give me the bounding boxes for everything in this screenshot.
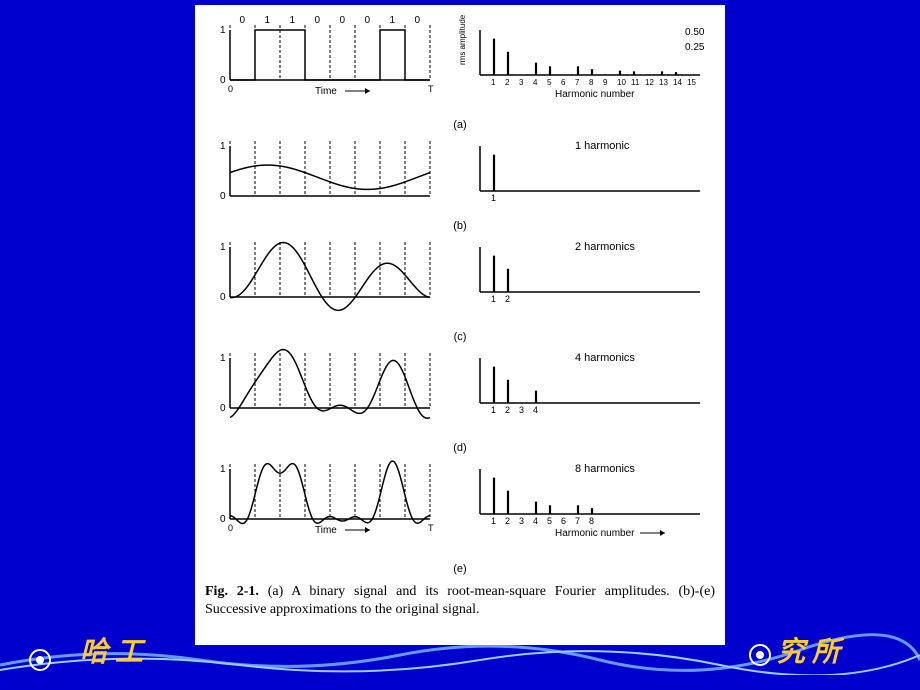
label-c: (c) <box>205 331 715 343</box>
svg-text:Harmonic number: Harmonic number <box>555 89 635 100</box>
svg-text:2 harmonics: 2 harmonics <box>575 241 635 253</box>
svg-text:8 harmonics: 8 harmonics <box>575 463 635 475</box>
svg-text:1: 1 <box>220 464 226 475</box>
svg-text:3: 3 <box>519 405 524 415</box>
spectrum-chart-b: 1 1 harmonic <box>455 131 715 211</box>
spectrum-chart-d: 1234 4 harmonics <box>455 343 715 423</box>
svg-text:0: 0 <box>415 15 421 26</box>
footer-left: 哈 工 <box>80 630 143 670</box>
svg-text:8: 8 <box>589 78 594 87</box>
svg-text:5: 5 <box>547 78 552 87</box>
svg-text:3: 3 <box>519 78 524 87</box>
figure-panel: 10011000100TTime 123456789101112131415rm… <box>195 5 725 645</box>
svg-text:1: 1 <box>491 78 496 87</box>
svg-text:11: 11 <box>631 78 640 87</box>
svg-text:rms amplitude: rms amplitude <box>458 15 467 65</box>
svg-text:4: 4 <box>533 78 538 87</box>
svg-text:0: 0 <box>340 15 346 26</box>
svg-text:0: 0 <box>365 15 371 26</box>
caption-text: (a) A binary signal and its root-mean-sq… <box>205 584 715 617</box>
svg-text:0: 0 <box>220 75 226 86</box>
svg-text:T: T <box>428 523 434 533</box>
svg-text:1: 1 <box>265 15 271 26</box>
svg-text:4: 4 <box>533 405 538 415</box>
row-a: 10011000100TTime 123456789101112131415rm… <box>205 15 715 115</box>
svg-text:1: 1 <box>290 15 296 26</box>
svg-text:0: 0 <box>228 523 233 533</box>
signal-chart-e: 1 00 T Time <box>205 454 445 554</box>
svg-text:8: 8 <box>589 516 594 526</box>
svg-text:7: 7 <box>575 78 580 87</box>
label-b: (b) <box>205 220 715 232</box>
svg-text:1: 1 <box>491 405 496 415</box>
svg-text:0: 0 <box>220 292 226 303</box>
spectrum-chart-a: 123456789101112131415rms amplitude0.500.… <box>455 15 715 110</box>
svg-text:1: 1 <box>491 294 496 304</box>
svg-text:1: 1 <box>220 25 226 36</box>
svg-text:0: 0 <box>220 403 226 414</box>
svg-text:Time: Time <box>315 86 337 97</box>
svg-text:Time: Time <box>315 525 337 536</box>
svg-text:6: 6 <box>561 78 566 87</box>
label-a: (a) <box>205 119 715 131</box>
svg-text:7: 7 <box>575 516 580 526</box>
spectrum-chart-e: 12345678 8 harmonics Harmonic number <box>455 454 715 554</box>
figure-caption: Fig. 2-1. (a) A binary signal and its ro… <box>205 583 715 619</box>
svg-text:13: 13 <box>659 78 668 87</box>
svg-text:1: 1 <box>491 193 496 203</box>
svg-text:0: 0 <box>240 15 246 26</box>
signal-chart-b: 10 <box>205 131 445 211</box>
svg-text:12: 12 <box>645 78 654 87</box>
signal-chart-c: 10 <box>205 232 445 322</box>
svg-text:0: 0 <box>220 191 226 202</box>
svg-text:0: 0 <box>315 15 321 26</box>
spectrum-chart-c: 12 2 harmonics <box>455 232 715 312</box>
svg-text:T: T <box>428 84 434 94</box>
svg-text:4 harmonics: 4 harmonics <box>575 352 635 364</box>
svg-text:1: 1 <box>390 15 396 26</box>
label-d: (d) <box>205 442 715 454</box>
svg-text:10: 10 <box>617 78 626 87</box>
footer-right: 究 所 <box>777 630 840 670</box>
svg-text:2: 2 <box>505 516 510 526</box>
row-e: 100TTime 123456788 harmonicsHarmonic num… <box>205 454 715 559</box>
label-e: (e) <box>205 563 715 575</box>
svg-text:1: 1 <box>220 141 226 152</box>
svg-text:9: 9 <box>603 78 608 87</box>
svg-text:1: 1 <box>220 353 226 364</box>
row-c: 10 122 harmonics <box>205 232 715 327</box>
row-b: 10 11 harmonic <box>205 131 715 216</box>
signal-chart-d: 10 <box>205 343 445 433</box>
signal-chart-a: 10011000100TTime <box>205 15 445 110</box>
svg-text:Harmonic number: Harmonic number <box>555 528 635 539</box>
svg-text:0.50: 0.50 <box>685 27 705 38</box>
svg-text:0: 0 <box>228 84 233 94</box>
svg-text:1: 1 <box>220 242 226 253</box>
svg-text:2: 2 <box>505 78 510 87</box>
svg-text:1: 1 <box>491 516 496 526</box>
svg-text:2: 2 <box>505 405 510 415</box>
svg-text:15: 15 <box>687 78 696 87</box>
svg-text:5: 5 <box>547 516 552 526</box>
row-d: 10 12344 harmonics <box>205 343 715 438</box>
svg-text:2: 2 <box>505 294 510 304</box>
svg-text:1 harmonic: 1 harmonic <box>575 140 630 152</box>
svg-text:6: 6 <box>561 516 566 526</box>
caption-bold: Fig. 2-1. <box>205 584 259 599</box>
svg-text:4: 4 <box>533 516 538 526</box>
svg-text:0: 0 <box>220 514 226 525</box>
svg-text:14: 14 <box>673 78 682 87</box>
svg-text:0.25: 0.25 <box>685 42 705 53</box>
svg-text:3: 3 <box>519 516 524 526</box>
